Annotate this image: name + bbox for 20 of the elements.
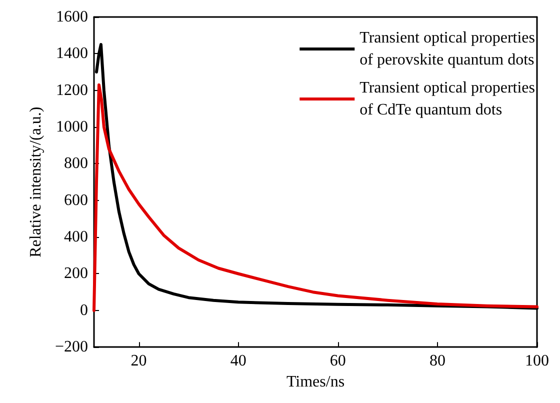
legend-label: Transient optical properties of CdTe quantum dots bbox=[360, 80, 535, 118]
x-tick-label: 40 bbox=[230, 352, 246, 370]
y-tick-label: 200 bbox=[64, 265, 88, 282]
y-tick-label: 1400 bbox=[56, 45, 88, 62]
line-series bbox=[92, 83, 538, 312]
x-tick-label: 100 bbox=[525, 352, 549, 370]
x-tick-label: 80 bbox=[429, 352, 446, 370]
y-tick-label: 400 bbox=[64, 228, 88, 246]
x-tick-label: 60 bbox=[330, 352, 346, 370]
y-tick-label: 1000 bbox=[56, 118, 88, 136]
y-tick-label: 1600 bbox=[56, 8, 88, 26]
x-tick-label: 20 bbox=[130, 352, 147, 370]
y-tick-label: 800 bbox=[64, 155, 88, 172]
y-tick-label: 0 bbox=[80, 302, 88, 319]
y-tick-label: −200 bbox=[54, 338, 88, 356]
y-tick-label: 1200 bbox=[56, 82, 88, 99]
y-tick-label: 600 bbox=[64, 192, 88, 209]
y-axis-title: Relative intensity/(a.u.) bbox=[28, 106, 45, 258]
x-axis-title: Times/ns bbox=[286, 374, 345, 390]
legend-label: Transient optical properties of perovskite quantum dots bbox=[360, 30, 535, 68]
